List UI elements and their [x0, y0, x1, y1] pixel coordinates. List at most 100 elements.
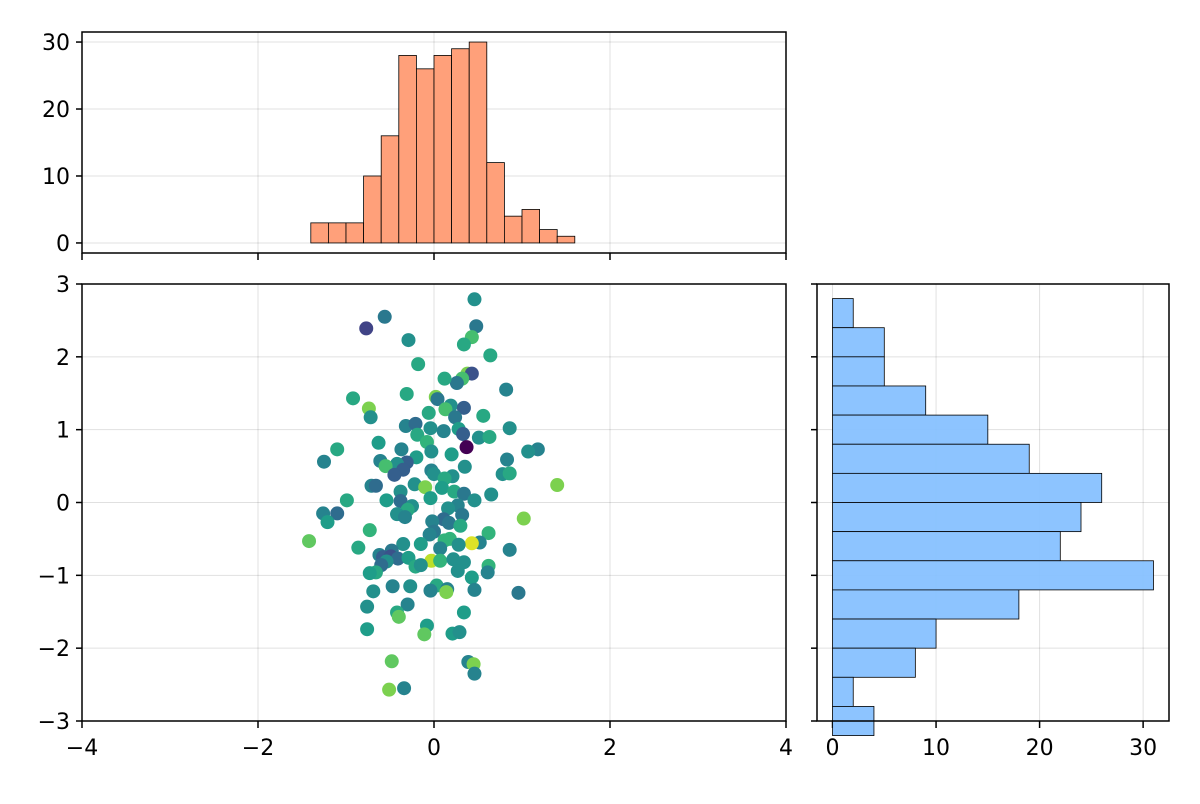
scatter-point — [437, 371, 452, 386]
right-hist-bar — [832, 414, 989, 445]
right-hist-bar — [832, 647, 916, 678]
scatter-point — [359, 321, 374, 336]
scatter-point — [397, 510, 412, 525]
scatter-ytick-label: 0 — [56, 492, 70, 517]
scatter-point — [418, 480, 433, 495]
scatter-point — [433, 541, 448, 556]
top-hist-bar — [380, 135, 400, 244]
scatter-point — [451, 537, 466, 552]
scatter-point — [360, 599, 375, 614]
top-hist-bar — [345, 222, 365, 244]
scatter-point — [379, 493, 394, 508]
scatter-point — [378, 459, 393, 474]
top-hist-ytick-label: 0 — [56, 232, 70, 257]
scatter-xtick-label: −4 — [66, 736, 98, 761]
top-hist-bar — [503, 215, 523, 244]
scatter-point — [346, 391, 361, 406]
scatter-point — [317, 454, 331, 469]
scatter-point — [351, 540, 366, 555]
top-hist-ytick-label: 30 — [42, 31, 70, 56]
scatter-point — [439, 585, 454, 600]
scatter-point — [436, 424, 451, 439]
right-hist-bar — [832, 327, 885, 358]
scatter-point — [550, 478, 565, 493]
right-hist-bar — [832, 676, 854, 707]
scatter-point — [484, 487, 499, 502]
scatter-xtick-label: 4 — [779, 736, 793, 761]
scatter-xtick-label: 2 — [603, 736, 617, 761]
scatter-xtick-label: −2 — [242, 736, 274, 761]
scatter-point — [400, 597, 415, 612]
top-histogram-panel: 0 10 20 30 — [42, 31, 787, 260]
right-hist-bar — [832, 472, 1103, 503]
scatter-ytick-label: 2 — [56, 346, 70, 371]
scatter-point — [408, 416, 423, 431]
scatter-point — [430, 392, 445, 407]
scatter-point — [377, 309, 392, 324]
scatter-ytick-label: −2 — [38, 637, 70, 662]
scatter-ytick-label: 3 — [56, 273, 70, 298]
top-hist-bar — [539, 229, 558, 244]
scatter-point — [502, 542, 517, 557]
right-hist-bar — [832, 385, 927, 416]
scatter-point — [459, 440, 474, 455]
scatter-point — [467, 493, 482, 508]
scatter-point — [401, 333, 416, 348]
right-hist-bar — [832, 298, 854, 329]
scatter-point — [382, 682, 397, 697]
scatter-point — [467, 292, 482, 307]
scatter-point — [456, 337, 471, 352]
right-hist-xtick-label: 10 — [922, 736, 950, 761]
scatter-point — [476, 408, 491, 423]
top-hist-bar — [468, 41, 488, 244]
scatter-point — [368, 478, 383, 493]
scatter-ytick-label: −3 — [38, 710, 70, 735]
top-hist-bar — [451, 48, 470, 244]
right-hist-frame — [816, 283, 1170, 722]
scatter-point — [502, 421, 517, 436]
scatter-point — [427, 467, 441, 482]
scatter-point — [423, 421, 438, 436]
scatter-point — [449, 376, 464, 391]
scatter-point — [456, 400, 471, 415]
scatter-point — [339, 493, 354, 508]
scatter-point — [394, 442, 409, 457]
scatter-point — [453, 518, 468, 533]
right-hist-bar — [832, 589, 1020, 620]
top-hist-bar — [486, 162, 505, 244]
scatter-point — [456, 605, 471, 620]
scatter-point — [413, 558, 428, 573]
scatter-point — [421, 405, 436, 420]
scatter-point — [446, 552, 461, 567]
scatter-point — [469, 319, 484, 334]
scatter-point — [500, 452, 515, 467]
scatter-ytick-label: 1 — [56, 419, 70, 444]
scatter-panel: −3 −2 −1 0 1 2 3 −4 −2 0 2 4 — [38, 273, 793, 761]
scatter-point — [403, 579, 418, 594]
scatter-point — [521, 444, 536, 459]
scatter-point — [441, 515, 456, 530]
scatter-point — [482, 429, 497, 444]
scatter-point — [441, 501, 456, 516]
right-hist-xtick-label: 20 — [1026, 736, 1054, 761]
top-hist-bar — [398, 55, 417, 244]
top-hist-bar — [521, 209, 541, 244]
scatter-point — [457, 459, 472, 474]
scatter-point — [481, 526, 496, 541]
right-hist-bar — [832, 502, 1082, 533]
scatter-point — [502, 466, 517, 481]
right-hist-bar — [832, 618, 937, 649]
scatter-point — [450, 563, 465, 578]
scatter-point — [417, 627, 432, 642]
scatter-point — [467, 582, 482, 597]
top-hist-frame — [81, 31, 787, 254]
scatter-point — [480, 565, 495, 580]
top-hist-bar — [433, 55, 453, 244]
scatter-point — [391, 609, 406, 624]
right-hist-bar — [832, 531, 1061, 562]
scatter-point — [302, 534, 317, 549]
right-hist-bar — [832, 560, 1154, 591]
top-hist-bar — [415, 68, 435, 244]
